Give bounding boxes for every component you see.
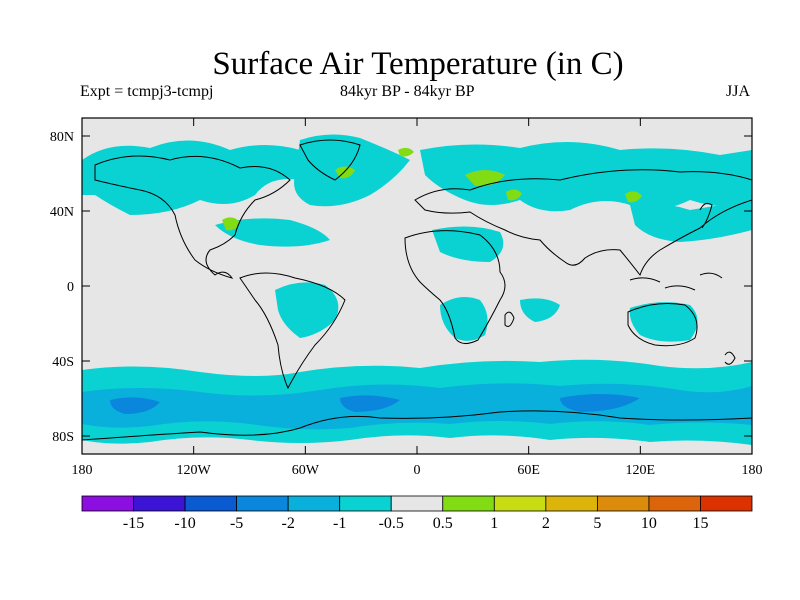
colorbar-swatch <box>133 495 186 512</box>
warm-patch-scandinavia <box>398 147 414 157</box>
colorbar-swatch <box>700 495 753 512</box>
experiment-label: Expt = tcmpj3-tcmpj <box>80 83 214 100</box>
lon-tick-label: 120E <box>626 463 656 478</box>
colorbar-label: 15 <box>692 515 708 532</box>
colorbar-swatch <box>596 495 650 512</box>
warm-patch-russia <box>465 170 505 187</box>
colorbar: -15 -10 -5 -2 -1 -0.5 0.5 1 2 5 10 15 <box>81 495 753 532</box>
coastline-madagascar <box>504 311 515 327</box>
anomaly-shading <box>82 134 752 445</box>
colorbar-swatch <box>390 495 444 512</box>
coastline-australia <box>627 303 698 347</box>
anomaly-region-south-america <box>275 282 339 338</box>
coastline-greenland <box>299 139 361 181</box>
colorbar-swatch <box>184 495 238 512</box>
colorbar-swatch <box>339 495 392 512</box>
warm-patch-caspian <box>506 189 522 201</box>
colorbar-swatch <box>442 495 495 512</box>
coastline-indonesia <box>629 272 723 291</box>
anomaly-patch-deep-1 <box>110 397 160 414</box>
colorbar-label: -15 <box>123 515 144 532</box>
colorbar-swatch <box>493 495 547 512</box>
colorbar-label: 0.5 <box>433 515 453 532</box>
colorbar-swatch <box>545 495 598 512</box>
lat-tick-label: 80N <box>50 130 74 145</box>
colorbar-swatch <box>648 495 701 512</box>
season-label: JJA <box>726 83 751 100</box>
colorbar-label: -0.5 <box>379 515 404 532</box>
colorbar-label: -5 <box>230 515 243 532</box>
colorbar-label: 1 <box>490 515 498 532</box>
lon-tick-label: 0 <box>414 463 421 478</box>
anomaly-region-indian-ocean <box>520 298 560 322</box>
colorbar-label: 5 <box>593 515 601 532</box>
anomaly-region-east-asia <box>630 200 752 242</box>
colorbar-swatch <box>287 495 341 512</box>
lon-tick-label: 60W <box>292 463 320 478</box>
colorbar-label: -2 <box>281 515 294 532</box>
lat-tick-label: 40S <box>52 355 74 370</box>
coastline-africa <box>404 230 506 344</box>
anomaly-region-north-atlantic <box>215 218 330 247</box>
colorbar-swatch <box>236 495 289 512</box>
anomaly-region-eurasia <box>420 141 752 212</box>
colorbar-label: 10 <box>641 515 657 532</box>
warm-patch-atlantic <box>222 217 240 231</box>
anomaly-patch-deep-3 <box>560 394 640 412</box>
longitude-axis: 180 120W 60W 0 60E 120E 180 <box>72 118 763 478</box>
anomaly-patch-deep-2 <box>340 395 400 412</box>
lon-tick-label: 180 <box>742 463 763 478</box>
lon-tick-label: 60E <box>517 463 540 478</box>
colorbar-label: -10 <box>174 515 195 532</box>
colorbar-label: 2 <box>542 515 550 532</box>
coastline-north-america <box>94 155 291 279</box>
anomaly-region-north-africa <box>432 226 504 262</box>
lat-tick-label: 80S <box>52 430 74 445</box>
warm-patch-asia <box>625 191 642 203</box>
colorbar-swatch <box>81 495 134 512</box>
coastline-japan <box>699 202 713 229</box>
map-title: Surface Air Temperature (in C) <box>212 46 624 82</box>
lat-tick-label: 40N <box>50 205 74 220</box>
coastline-south-america <box>239 272 346 390</box>
anomaly-region-australia <box>629 302 698 342</box>
lat-tick-label: 0 <box>67 280 74 295</box>
lon-tick-label: 180 <box>72 463 93 478</box>
coastline-new-zealand <box>724 351 736 365</box>
coastlines <box>82 139 752 441</box>
coastline-antarctica <box>82 410 752 441</box>
colorbar-label: -1 <box>333 515 346 532</box>
latitude-axis: 80N 40N 0 40S 80S <box>50 130 752 445</box>
period-label: 84kyr BP - 84kyr BP <box>340 83 475 100</box>
anomaly-region-north-america <box>82 140 310 215</box>
anomaly-region-southern-africa <box>440 296 488 341</box>
lon-tick-label: 120W <box>177 463 212 478</box>
coastline-europe-asia <box>414 169 752 277</box>
